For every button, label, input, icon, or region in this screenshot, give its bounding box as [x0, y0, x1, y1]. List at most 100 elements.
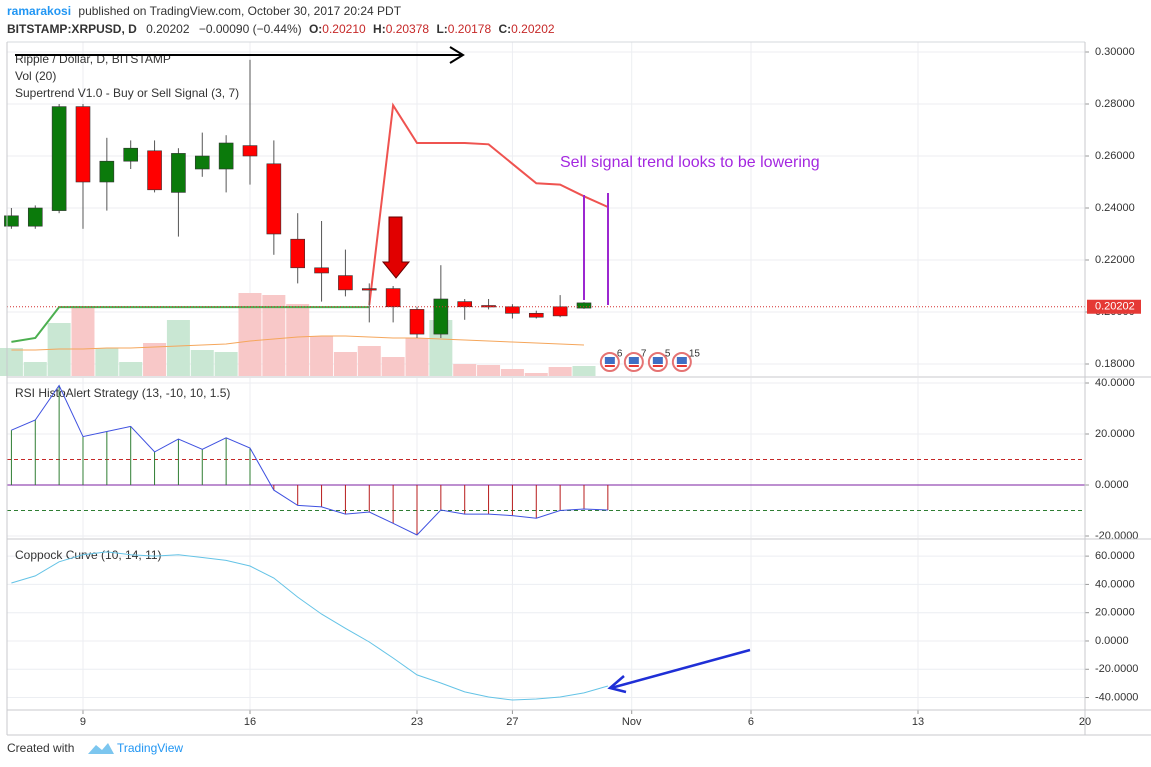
annotation: Sell signal trend looks to be lowering [560, 154, 820, 171]
ohlc-label: H: [373, 22, 386, 36]
x-tick-label: 16 [244, 716, 256, 728]
pane-title: Coppock Curve (10, 14, 11) [15, 548, 162, 562]
volume-bar [548, 367, 572, 376]
event-count: 7 [641, 349, 647, 360]
candle-body [314, 267, 329, 274]
ohlc-value: 0.20202 [511, 22, 555, 36]
y-tick-label: -20.0000 [1095, 663, 1138, 675]
candle-body [123, 147, 139, 162]
candle-body [51, 106, 67, 211]
event-flag [604, 357, 615, 364]
candle-body [171, 153, 186, 193]
y-tick-label: 0.18000 [1095, 358, 1135, 370]
candle-body [218, 142, 234, 170]
event-flag [628, 357, 639, 364]
rsi-line [11, 384, 608, 536]
x-tick-label: 9 [80, 716, 86, 728]
volume-bar [310, 336, 334, 376]
candle-body [147, 150, 162, 191]
last: 0.20202 [146, 22, 190, 36]
y-tick-label: 60.0000 [1095, 550, 1135, 562]
candle-body [194, 155, 210, 170]
header-line: ramarakosi published on TradingView.com,… [7, 4, 402, 18]
event-count: 5 [665, 349, 671, 360]
volume-bar [286, 304, 310, 376]
footer-created: Created with [7, 741, 74, 755]
event-count: 6 [617, 349, 623, 360]
volume-bar [477, 365, 501, 376]
y-tick-label: 0.0000 [1095, 479, 1129, 491]
x-tick-label: 13 [912, 716, 924, 728]
ohlc-label: O: [309, 22, 322, 36]
candle-body [433, 298, 449, 335]
volume-bar [214, 352, 238, 376]
volume-bar [119, 362, 143, 376]
change: −0.00090 (−0.44%) [199, 22, 302, 36]
red-arrow [381, 216, 411, 279]
publisher[interactable]: ramarakosi [7, 4, 71, 18]
candle-body [4, 215, 19, 227]
candle-body [99, 160, 115, 183]
event-flag [676, 357, 687, 364]
brand-logo [88, 743, 114, 754]
legend-supertrend: Supertrend V1.0 - Buy or Sell Signal (3,… [15, 86, 239, 100]
ohlc-label: L: [436, 22, 447, 36]
volume-bar [333, 352, 357, 376]
candle-body [385, 288, 401, 308]
candle-body [27, 207, 43, 227]
volume-bar [500, 369, 524, 376]
symbol-line: BITSTAMP:XRPUSD, D 0.20202 −0.00090 (−0.… [7, 22, 555, 36]
volume-bar [381, 357, 405, 376]
candle-body [75, 106, 91, 183]
y-tick-label: 40.0000 [1095, 377, 1135, 389]
y-tick-label: 20.0000 [1095, 607, 1135, 619]
volume-bar [143, 343, 167, 376]
blue-arrow [607, 648, 751, 694]
plot-area: 9162327Nov613200.180000.200000.220000.24… [0, 42, 1141, 728]
last-price-label: 0.20202 [1095, 301, 1135, 313]
volume-bar [23, 362, 47, 376]
candle-body [242, 145, 258, 157]
purple-lines [583, 193, 609, 305]
y-tick-label: 0.26000 [1095, 150, 1135, 162]
volume-bar [524, 373, 548, 376]
y-tick-label: 0.24000 [1095, 202, 1135, 214]
candle-body [266, 163, 282, 235]
volume-bar [71, 306, 95, 376]
x-tick-label: 6 [748, 716, 754, 728]
y-tick-label: 0.30000 [1095, 46, 1135, 58]
footer-brand[interactable]: TradingView [117, 741, 183, 755]
ohlc-value: 0.20178 [448, 22, 492, 36]
ohlc-label: C: [499, 22, 512, 36]
volume-bar [0, 348, 23, 376]
event-flag [652, 357, 663, 364]
coppock-line [11, 551, 609, 701]
x-tick-label: 23 [411, 716, 423, 728]
volume-bar [238, 293, 262, 376]
candle-body [361, 288, 377, 291]
volume-bar [262, 295, 286, 376]
candle-body [457, 301, 473, 308]
candle-body [552, 306, 568, 317]
y-tick-label: 40.0000 [1095, 578, 1135, 590]
y-tick-label: 0.0000 [1095, 635, 1129, 647]
volume-bar [453, 364, 477, 376]
candle-body [338, 275, 353, 291]
event-count: 15 [689, 349, 701, 360]
y-tick-label: -20.0000 [1095, 530, 1138, 542]
black-arrow [15, 46, 465, 64]
y-tick-label: -40.0000 [1095, 691, 1138, 703]
y-tick-label: 0.28000 [1095, 98, 1135, 110]
volume-bar [405, 338, 429, 376]
candle-body [576, 302, 592, 309]
candle-body [290, 238, 306, 269]
ohlc-value: 0.20210 [322, 22, 366, 36]
published: published on TradingView.com, October 30… [78, 4, 401, 18]
candle-body [409, 309, 425, 335]
symbol: BITSTAMP:XRPUSD, D [7, 22, 137, 36]
volume-bar [572, 366, 596, 376]
volume-bar [357, 346, 381, 376]
y-tick-label: 20.0000 [1095, 428, 1135, 440]
